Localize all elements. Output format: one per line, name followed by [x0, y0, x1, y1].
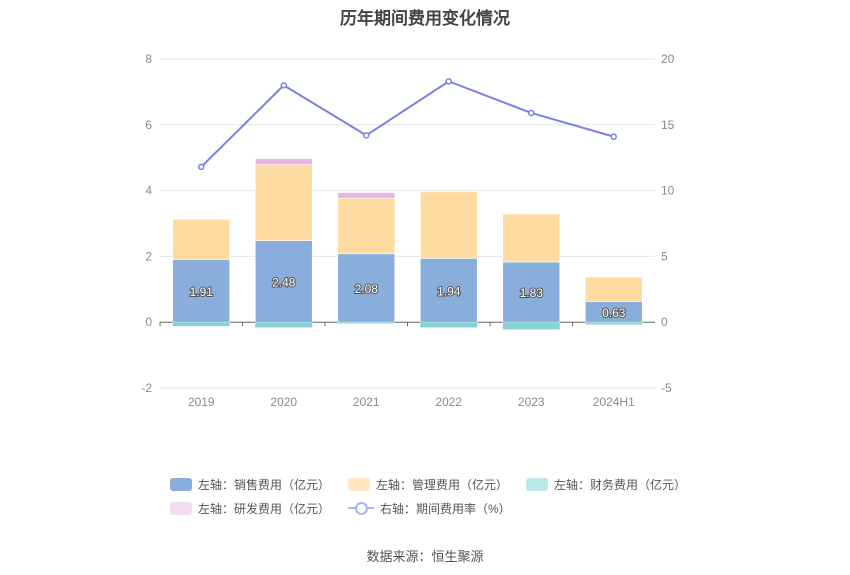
bar-admin	[172, 218, 231, 260]
bar-finance	[255, 322, 313, 328]
right-axis-tick: 5	[661, 249, 668, 263]
bar-admin	[337, 197, 396, 255]
legend-item-expense-rate[interactable]: 右轴：期间费用率（%）	[348, 500, 511, 517]
legend-item-sales[interactable]: 左轴：销售费用（亿元）	[170, 476, 330, 493]
bar-sales-label: 1.83	[520, 286, 544, 300]
bar-finance	[502, 322, 560, 330]
bar-sales	[502, 261, 561, 323]
bar-rnd	[337, 192, 396, 199]
x-axis-tick-label: 2023	[518, 395, 545, 409]
legend-swatch-rnd	[170, 501, 192, 515]
bar-finance	[172, 322, 230, 327]
legend-swatch-admin	[348, 477, 371, 491]
bar-sales-label: 1.94	[437, 284, 461, 298]
data-source: 数据来源：恒生聚源	[366, 549, 484, 564]
legend-item-finance[interactable]: 左轴：财务费用（亿元）	[526, 476, 686, 493]
right-axis-tick: -5	[661, 381, 672, 395]
x-axis-tick-label: 2022	[435, 395, 462, 409]
x-axis-tick-label: 2020	[270, 395, 297, 409]
legend-item-rnd[interactable]: 左轴：研发费用（亿元）	[170, 500, 330, 517]
legend-swatch-sales	[170, 477, 192, 491]
legend-label-expense-rate: 右轴：期间费用率（%）	[380, 501, 511, 516]
left-axis-tick: 6	[145, 118, 152, 132]
bar-admin	[584, 276, 643, 302]
bar-sales-label: 1.91	[190, 285, 214, 299]
bar-sales-label: 2.08	[355, 282, 379, 296]
legend-swatch-finance	[526, 477, 549, 491]
chart-title: 历年期间费用变化情况	[340, 9, 510, 28]
left-axis-tick: -2	[141, 381, 152, 395]
legend-label-sales: 左轴：销售费用（亿元）	[198, 477, 331, 492]
expense-rate-line	[200, 80, 615, 168]
legend-item-admin[interactable]: 左轴：管理费用（亿元）	[348, 476, 508, 493]
bar-rnd	[254, 158, 313, 165]
left-axis-tick: 4	[145, 184, 152, 198]
legend-label-finance: 左轴：财务费用（亿元）	[554, 477, 687, 492]
legend-label-rnd: 左轴：研发费用（亿元）	[198, 501, 331, 516]
right-axis-tick: 0	[661, 315, 668, 329]
left-axis-tick: 2	[145, 249, 152, 263]
expense-rate-point	[610, 133, 617, 140]
x-axis-tick-label: 2021	[353, 395, 380, 409]
left-axis-tick: 8	[145, 52, 152, 66]
expense-rate-point	[445, 78, 452, 85]
right-axis-tick: 20	[661, 52, 675, 66]
x-axis-tick-label: 2024H1	[593, 395, 635, 409]
bar-sales-label: 2.48	[272, 275, 296, 289]
bar-finance	[337, 322, 395, 324]
legend-label-admin: 左轴：管理费用（亿元）	[376, 477, 509, 492]
chart-area: -2 0 2 4 6 8 -5 0 5 10 15 20 2019 2020 2021 2022 2023 202…	[141, 52, 675, 409]
bar-admin	[419, 191, 478, 259]
bar-sales-label: 0.63	[602, 306, 626, 320]
expense-rate-point	[528, 109, 535, 117]
expense-rate-point	[363, 132, 370, 139]
bar-finance	[585, 322, 643, 325]
bar-finance	[420, 322, 478, 328]
x-axis-tick-label: 2019	[188, 395, 215, 409]
bar-admin	[254, 164, 313, 241]
left-axis-tick: 0	[145, 315, 152, 329]
right-axis-tick: 10	[661, 184, 675, 198]
legend: 左轴：销售费用（亿元） 左轴：管理费用（亿元） 左轴：财务费用（亿元） 左轴：研…	[170, 472, 690, 520]
expense-rate-point	[198, 163, 205, 171]
bar-admin	[502, 213, 561, 263]
right-axis-tick: 15	[661, 118, 675, 132]
expense-rate-point	[280, 82, 287, 89]
legend-line-marker-icon	[348, 501, 375, 515]
